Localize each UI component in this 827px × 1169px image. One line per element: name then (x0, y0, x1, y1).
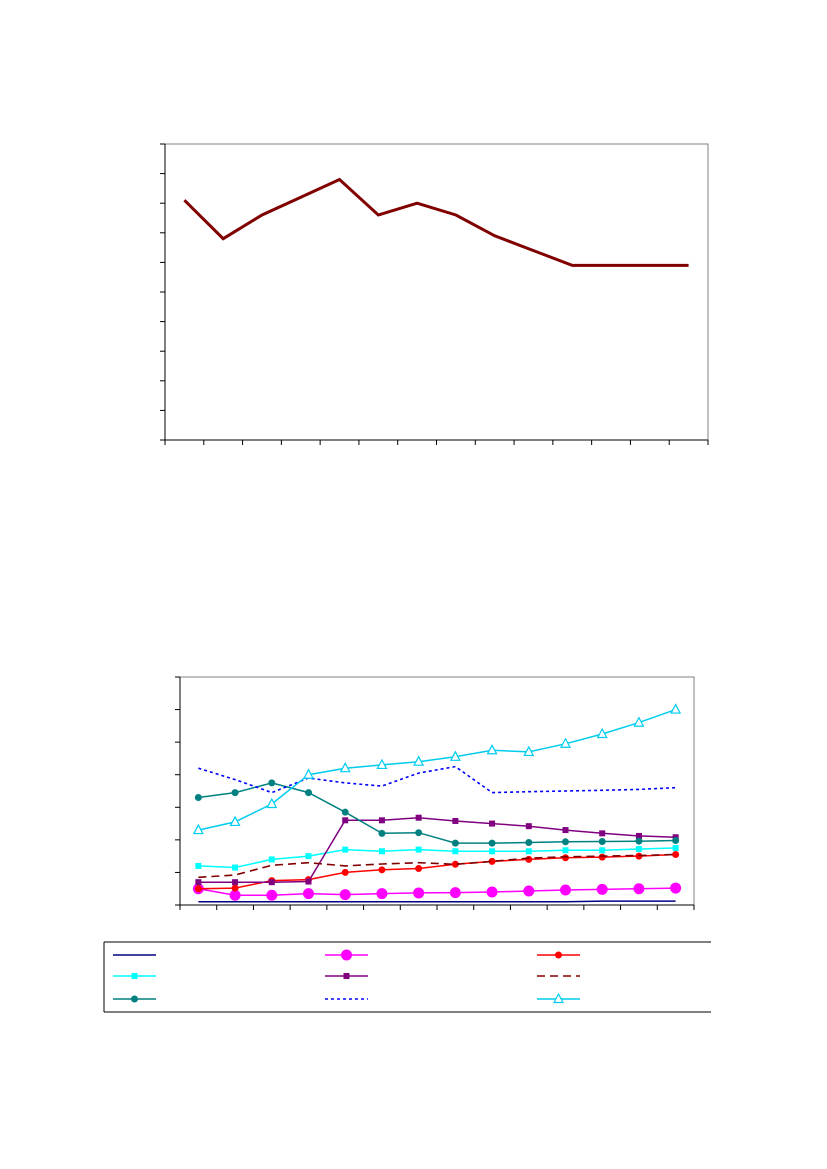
series-3-point-11 (599, 847, 606, 854)
series-6-point-10 (562, 838, 569, 846)
series-4-point-9 (525, 823, 532, 830)
series-4-point-6 (415, 814, 422, 821)
series-1-point-13 (670, 882, 682, 894)
series-8-point-3 (303, 768, 314, 779)
series-2-point-4 (341, 868, 349, 876)
series-1-point-3 (303, 888, 314, 900)
series-4-point-3 (305, 878, 312, 885)
series-8-point-5 (376, 758, 388, 770)
series-4-point-2 (268, 879, 275, 886)
series-3-point-6 (415, 846, 422, 853)
chart-2 (175, 676, 695, 910)
series-4-point-1 (232, 879, 239, 886)
series-3-point-3 (305, 853, 312, 860)
series-8-point-13 (670, 703, 682, 714)
series-1-point-7 (449, 887, 461, 899)
series-4-point-11 (599, 830, 606, 837)
series-1-point-11 (596, 883, 608, 895)
series-2-point-13 (672, 851, 680, 859)
series-2-point-0 (194, 885, 202, 893)
series-6-point-9 (525, 838, 533, 846)
series-3-point-8 (489, 848, 496, 855)
series-8-point-1 (229, 815, 241, 827)
series-4-point-7 (452, 817, 459, 824)
series-3-point-4 (342, 846, 349, 853)
series-8-point-2 (266, 797, 278, 809)
series-1-point-6 (413, 887, 425, 899)
series-1-point-12 (633, 883, 645, 895)
series-6-point-7 (451, 839, 459, 847)
series-8-point-7 (449, 750, 461, 761)
series-1-point-5 (376, 888, 388, 900)
series-4-point-10 (562, 827, 569, 834)
series-6-point-8 (488, 839, 496, 847)
series-8-point-11 (596, 727, 608, 739)
legend-marker-3 (131, 973, 138, 979)
series-4-point-12 (635, 832, 642, 839)
series-line-3 (198, 847, 676, 869)
legend-marker-6 (131, 995, 138, 1003)
series-2-point-11 (598, 853, 606, 861)
series-3-point-12 (635, 845, 642, 852)
series-line-1 (198, 887, 676, 896)
series-1-point-2 (266, 889, 278, 901)
series-8-point-0 (192, 823, 204, 835)
series-6-point-6 (415, 829, 423, 837)
series-8-point-12 (633, 716, 645, 727)
series-1-point-4 (339, 889, 351, 901)
legend-marker-4 (343, 973, 350, 979)
series-6-point-4 (341, 808, 349, 816)
series-1-point-9 (523, 885, 535, 897)
series-1-point-8 (486, 886, 498, 898)
series-4-point-5 (378, 817, 385, 824)
series-4-point-8 (489, 820, 496, 827)
series-3-point-2 (268, 856, 275, 863)
series-3-point-1 (232, 864, 239, 871)
chart-1 (160, 143, 709, 445)
series-8-point-8 (486, 744, 498, 755)
series-8-point-10 (560, 737, 571, 748)
series-2-point-10 (562, 854, 569, 862)
series-2-point-6 (415, 865, 423, 873)
series-6-point-12 (635, 837, 643, 845)
series-6-point-13 (672, 837, 680, 845)
series-4-point-4 (342, 817, 349, 824)
series-line-2 (198, 853, 676, 890)
series-line-6 (198, 782, 676, 844)
series-line-7 (198, 765, 676, 794)
series-3-point-9 (525, 848, 532, 855)
series-2-point-1 (231, 884, 239, 892)
series-2-point-5 (378, 866, 386, 874)
series-4-point-0 (195, 879, 202, 886)
series-1-point-10 (560, 884, 571, 896)
legend-marker-2 (555, 951, 562, 959)
series-6-point-11 (598, 837, 606, 845)
legend-marker-8 (553, 992, 564, 1004)
series-3-point-5 (378, 848, 385, 855)
series-3-point-0 (195, 862, 202, 869)
legend-marker-1 (341, 949, 352, 961)
series-6-point-3 (305, 789, 312, 797)
chart-2-legend (103, 941, 711, 1013)
series-line-0 (198, 900, 676, 903)
series-8-point-6 (413, 755, 425, 766)
series-1-point-1 (229, 889, 241, 901)
series-3-point-13 (672, 845, 679, 851)
series-3-point-10 (562, 847, 569, 854)
series-line-8 (198, 708, 676, 831)
series-8-point-9 (523, 745, 535, 757)
series-3-point-7 (452, 848, 459, 855)
series-line-4 (198, 816, 676, 883)
series-6-point-2 (268, 779, 276, 787)
series-6-point-0 (194, 794, 202, 802)
series-8-point-4 (339, 761, 351, 773)
plot-area (179, 676, 695, 906)
plot-area (164, 143, 709, 441)
series-6-point-1 (231, 789, 239, 797)
series-line-0 (183, 177, 689, 267)
series-line-5 (198, 853, 676, 879)
series-6-point-5 (378, 829, 386, 837)
